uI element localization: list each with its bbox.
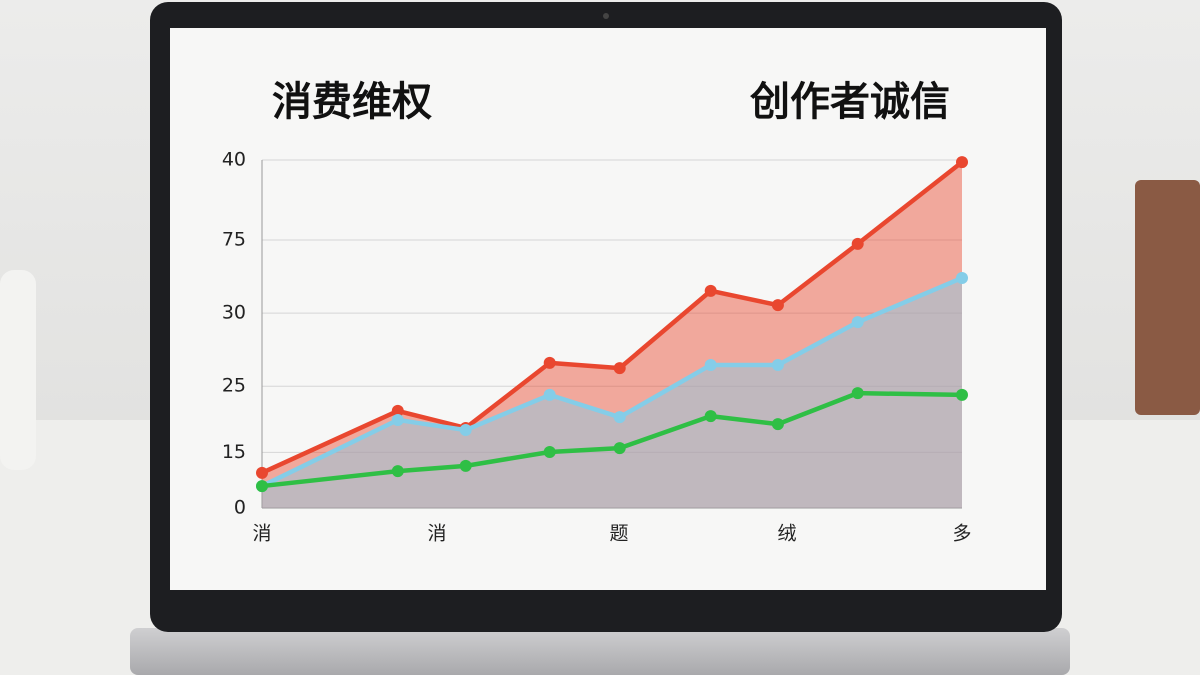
camera (603, 13, 609, 19)
point (771, 299, 784, 312)
y-tick-label: 15 (222, 441, 246, 463)
y-tick-label: 25 (222, 375, 246, 397)
point (956, 388, 968, 401)
point (459, 459, 472, 472)
point (391, 404, 404, 417)
point (543, 445, 556, 458)
vase (0, 270, 36, 470)
y-tick-label: 0 (234, 497, 246, 519)
point (543, 356, 556, 369)
point (704, 358, 717, 371)
x-tick-label: 绒 (777, 523, 796, 545)
point (613, 411, 626, 424)
x-tick-label: 多 (952, 523, 971, 545)
y-tick-label: 40 (222, 149, 246, 171)
point (851, 316, 864, 329)
x-tick-label: 消 (427, 523, 446, 545)
laptop-base (130, 628, 1070, 675)
chart-subtitle: 创作者诚信 (750, 79, 950, 125)
point (851, 387, 864, 400)
point (613, 362, 626, 375)
point (613, 442, 626, 455)
screen (170, 28, 1046, 590)
point (956, 156, 968, 169)
point (704, 410, 717, 423)
shelf-object (1135, 180, 1200, 415)
point (704, 284, 717, 297)
point (459, 424, 472, 437)
chart-title: 消费维权 (272, 79, 432, 125)
point (391, 465, 404, 478)
point (256, 466, 268, 479)
area (262, 277, 962, 508)
point (771, 418, 784, 431)
point (851, 237, 864, 250)
plot: 40753025150消消题绒多 (222, 149, 972, 545)
x-tick-label: 题 (609, 523, 628, 545)
point (391, 413, 404, 426)
point (543, 388, 556, 401)
y-tick-label: 30 (222, 302, 246, 324)
point (771, 358, 784, 371)
point (956, 271, 968, 284)
x-tick-label: 消 (252, 523, 271, 545)
point (256, 480, 268, 493)
y-tick-label: 75 (222, 229, 246, 251)
